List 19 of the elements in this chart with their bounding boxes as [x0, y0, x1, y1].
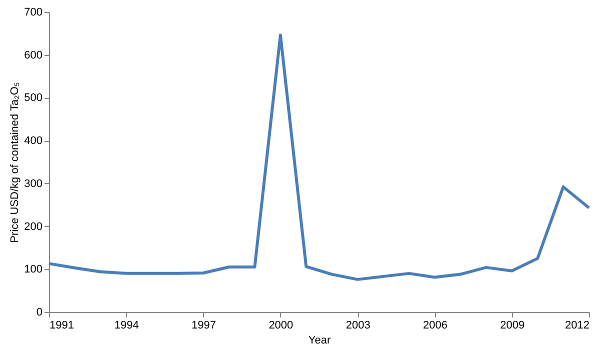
- y-tick-label: 500: [24, 92, 42, 104]
- y-tick-label: 0: [36, 306, 42, 318]
- x-tick-label: 1991: [50, 320, 74, 332]
- line-series: [48, 34, 590, 281]
- y-tick-label: 700: [24, 6, 42, 18]
- x-tick-label: 2003: [346, 320, 370, 332]
- y-tick-label: 400: [24, 135, 42, 148]
- y-tick-label: 200: [24, 220, 42, 233]
- x-tick-label: 2000: [268, 320, 294, 332]
- x-tick-label: 2012: [565, 320, 590, 332]
- x-tick-label: 1997: [192, 320, 216, 332]
- x-axis-title: Year: [308, 334, 331, 346]
- x-tick-label: 2009: [500, 320, 525, 332]
- y-tick-label: 300: [24, 178, 42, 190]
- x-tick-label: 2006: [422, 320, 448, 332]
- y-axis-title: Price USD/kg of contained Ta₂O₅: [9, 82, 22, 243]
- y-tick-label: 100: [24, 264, 42, 276]
- y-tick-label: 600: [24, 49, 42, 62]
- x-tick-label: 1994: [114, 320, 139, 332]
